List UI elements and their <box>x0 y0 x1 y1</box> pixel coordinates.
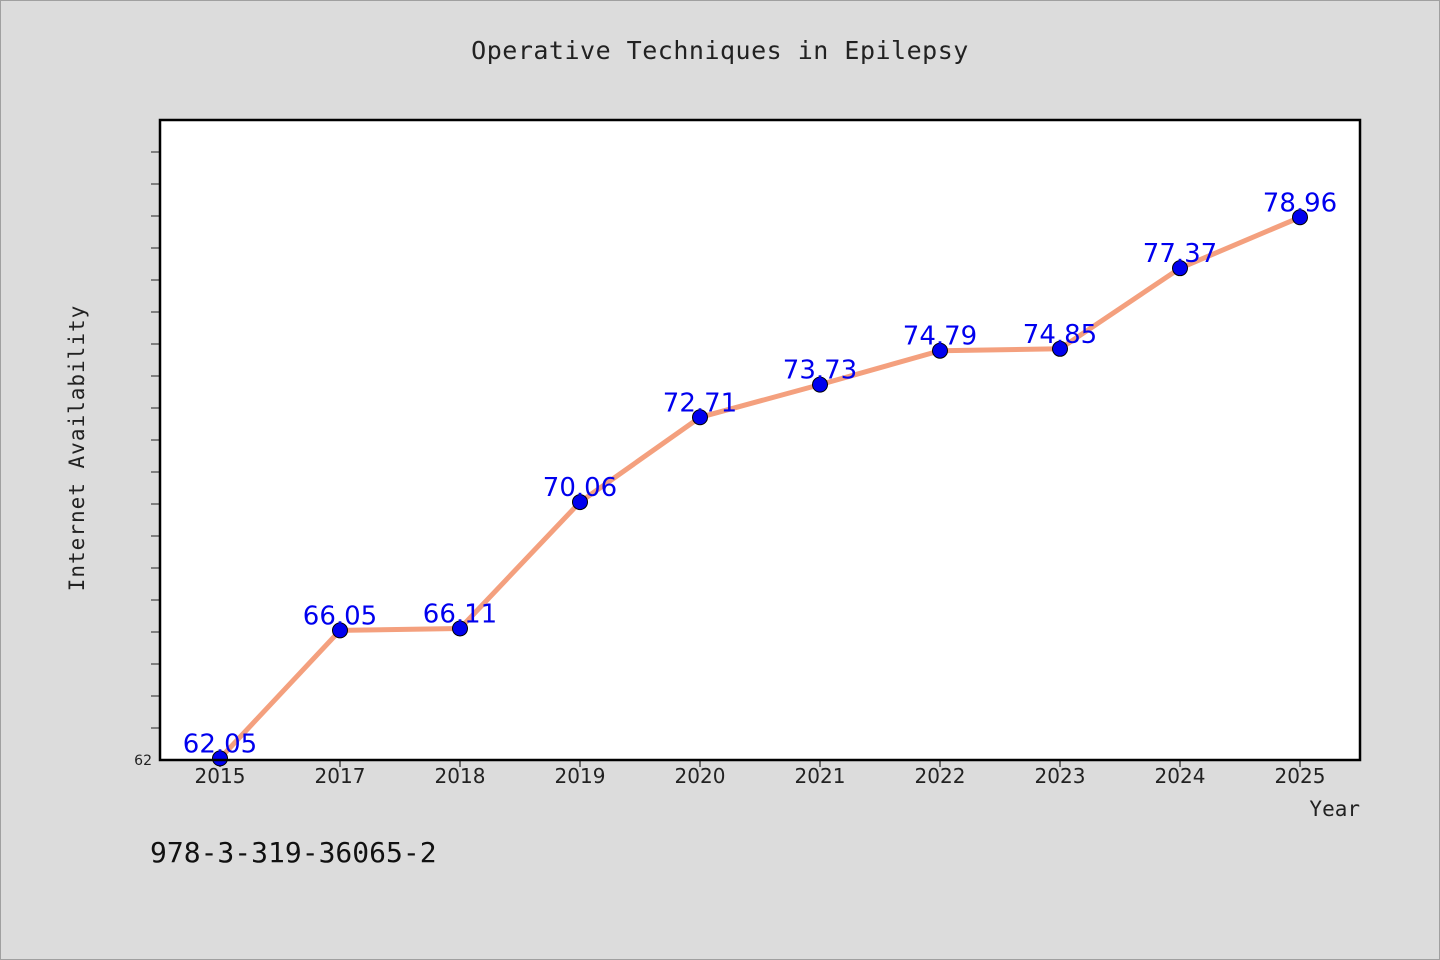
data-point <box>932 342 948 359</box>
x-axis-label: Year <box>1309 797 1360 821</box>
x-tick-label: 2025 <box>1275 764 1326 788</box>
data-point <box>212 750 228 767</box>
x-tick-label: 2015 <box>195 764 246 788</box>
series-line <box>217 214 1303 761</box>
data-point <box>812 376 828 393</box>
x-tick-label: 2024 <box>1155 764 1206 788</box>
data-point <box>692 409 708 426</box>
plot-area <box>160 120 1360 760</box>
data-point <box>1172 260 1188 277</box>
data-label: 78.96 <box>1263 188 1337 218</box>
data-label: 74.85 <box>1023 320 1097 350</box>
data-point <box>1292 209 1308 226</box>
data-label: 66.11 <box>423 599 497 629</box>
data-point <box>332 622 348 639</box>
data-point <box>1052 340 1068 357</box>
data-label: 74.79 <box>903 322 977 352</box>
x-tick-label: 2022 <box>915 764 966 788</box>
data-label: 72.71 <box>663 388 737 418</box>
data-label: 77.37 <box>1143 239 1217 269</box>
data-label: 73.73 <box>783 356 857 386</box>
y-tick-label: 62 <box>134 753 152 769</box>
data-label: 66.05 <box>303 601 377 631</box>
x-tick-label: 2023 <box>1035 764 1086 788</box>
data-label: 70.06 <box>543 473 617 503</box>
x-tick-label: 2019 <box>555 764 606 788</box>
data-point <box>572 494 588 511</box>
x-tick-label: 2017 <box>315 764 366 788</box>
data-label: 62.05 <box>183 729 257 759</box>
x-tick-label: 2021 <box>795 764 846 788</box>
chart-title: Operative Techniques in Epilepsy <box>471 36 969 65</box>
footer-isbn: 978-3-319-36065-2 <box>150 836 437 869</box>
x-tick-label: 2018 <box>435 764 486 788</box>
x-tick-label: 2020 <box>675 764 726 788</box>
plot-border <box>158 118 1362 762</box>
data-point <box>452 620 468 637</box>
